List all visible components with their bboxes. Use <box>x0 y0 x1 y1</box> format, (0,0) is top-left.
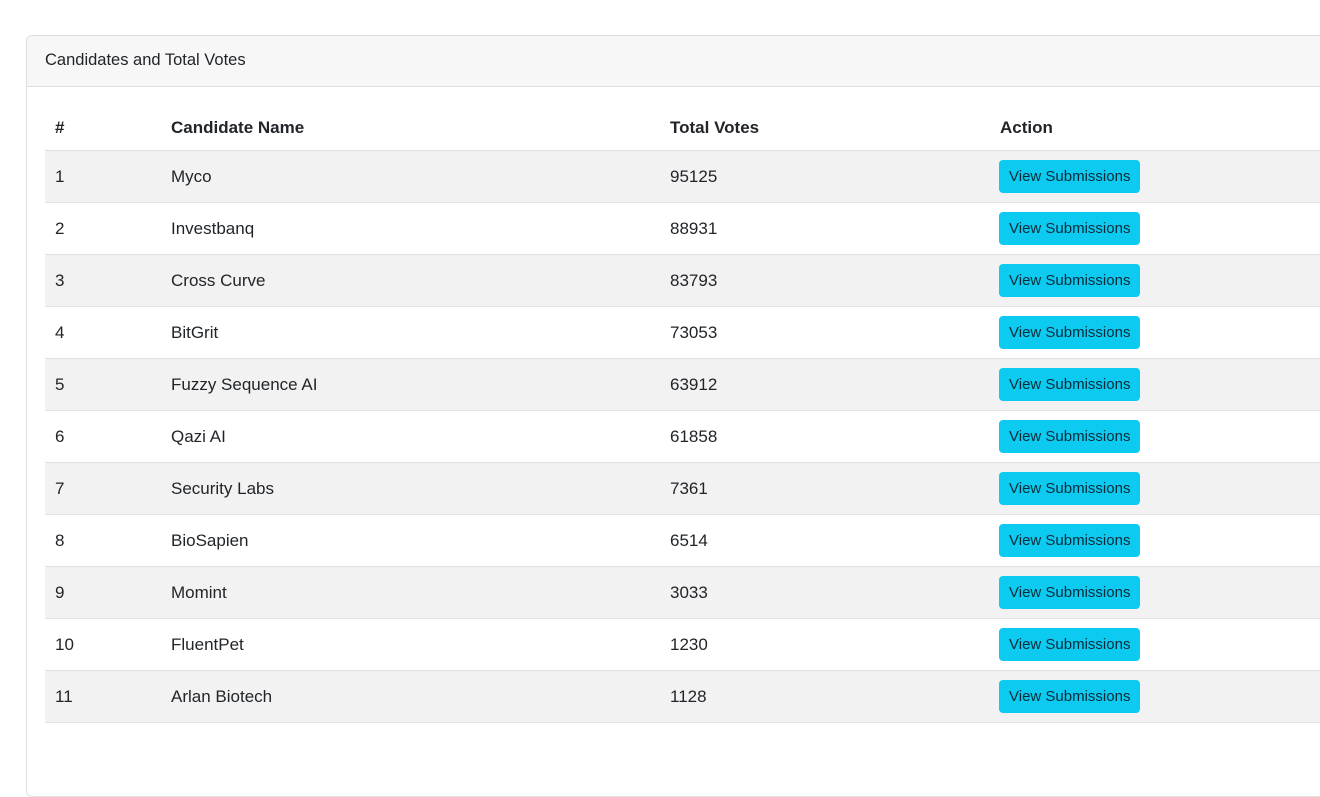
action-cell: View Submissions <box>990 358 1320 411</box>
table-row: 5 Fuzzy Sequence AI 63912 View Submissions <box>45 358 1320 411</box>
total-votes-cell: 73053 <box>660 306 990 359</box>
candidate-name-cell: Momint <box>161 566 660 619</box>
header-total-votes: Total Votes <box>660 105 990 151</box>
rank-cell: 11 <box>45 670 161 723</box>
rank-cell: 8 <box>45 514 161 567</box>
header-candidate-name: Candidate Name <box>161 105 660 151</box>
table-row: 3 Cross Curve 83793 View Submissions <box>45 254 1320 307</box>
rank-cell: 5 <box>45 358 161 411</box>
action-cell: View Submissions <box>990 670 1320 723</box>
table-row: 6 Qazi AI 61858 View Submissions <box>45 410 1320 463</box>
rank-cell: 7 <box>45 462 161 515</box>
table-row: 7 Security Labs 7361 View Submissions <box>45 462 1320 515</box>
rank-cell: 10 <box>45 618 161 671</box>
action-cell: View Submissions <box>990 462 1320 515</box>
candidate-name-cell: Qazi AI <box>161 410 660 463</box>
candidate-name-cell: Myco <box>161 150 660 203</box>
total-votes-cell: 3033 <box>660 566 990 619</box>
view-submissions-button[interactable]: View Submissions <box>999 160 1141 193</box>
candidate-name-cell: Arlan Biotech <box>161 670 660 723</box>
view-submissions-button[interactable]: View Submissions <box>999 368 1141 401</box>
candidate-name-cell: Investbanq <box>161 202 660 255</box>
table-row: 10 FluentPet 1230 View Submissions <box>45 618 1320 671</box>
rank-cell: 2 <box>45 202 161 255</box>
total-votes-cell: 7361 <box>660 462 990 515</box>
view-submissions-button[interactable]: View Submissions <box>999 420 1141 453</box>
action-cell: View Submissions <box>990 618 1320 671</box>
rank-cell: 1 <box>45 150 161 203</box>
table-row: 4 BitGrit 73053 View Submissions <box>45 306 1320 359</box>
candidates-card: Candidates and Total Votes # Candidate N… <box>26 35 1320 797</box>
total-votes-cell: 95125 <box>660 150 990 203</box>
card-title: Candidates and Total Votes <box>27 36 1320 87</box>
view-submissions-button[interactable]: View Submissions <box>999 628 1141 661</box>
total-votes-cell: 83793 <box>660 254 990 307</box>
header-rank: # <box>45 105 161 151</box>
table-row: 11 Arlan Biotech 1128 View Submissions <box>45 670 1320 723</box>
view-submissions-button[interactable]: View Submissions <box>999 472 1141 505</box>
action-cell: View Submissions <box>990 514 1320 567</box>
candidate-name-cell: Fuzzy Sequence AI <box>161 358 660 411</box>
table-row: 2 Investbanq 88931 View Submissions <box>45 202 1320 255</box>
view-submissions-button[interactable]: View Submissions <box>999 264 1141 297</box>
table-row: 1 Myco 95125 View Submissions <box>45 150 1320 203</box>
action-cell: View Submissions <box>990 254 1320 307</box>
header-action: Action <box>990 105 1320 151</box>
action-cell: View Submissions <box>990 566 1320 619</box>
total-votes-cell: 63912 <box>660 358 990 411</box>
candidate-name-cell: Security Labs <box>161 462 660 515</box>
candidate-name-cell: BitGrit <box>161 306 660 359</box>
table-row: 8 BioSapien 6514 View Submissions <box>45 514 1320 567</box>
action-cell: View Submissions <box>990 150 1320 203</box>
action-cell: View Submissions <box>990 202 1320 255</box>
rank-cell: 3 <box>45 254 161 307</box>
total-votes-cell: 1230 <box>660 618 990 671</box>
rank-cell: 4 <box>45 306 161 359</box>
table-row: 9 Momint 3033 View Submissions <box>45 566 1320 619</box>
action-cell: View Submissions <box>990 306 1320 359</box>
rank-cell: 6 <box>45 410 161 463</box>
candidate-name-cell: Cross Curve <box>161 254 660 307</box>
view-submissions-button[interactable]: View Submissions <box>999 576 1141 609</box>
candidate-name-cell: BioSapien <box>161 514 660 567</box>
table-header-row: # Candidate Name Total Votes Action <box>45 105 1320 151</box>
view-submissions-button[interactable]: View Submissions <box>999 316 1141 349</box>
total-votes-cell: 6514 <box>660 514 990 567</box>
candidates-table: # Candidate Name Total Votes Action 1 Myc… <box>45 105 1320 723</box>
total-votes-cell: 1128 <box>660 670 990 723</box>
total-votes-cell: 88931 <box>660 202 990 255</box>
view-submissions-button[interactable]: View Submissions <box>999 212 1141 245</box>
view-submissions-button[interactable]: View Submissions <box>999 680 1141 713</box>
action-cell: View Submissions <box>990 410 1320 463</box>
candidate-name-cell: FluentPet <box>161 618 660 671</box>
view-submissions-button[interactable]: View Submissions <box>999 524 1141 557</box>
total-votes-cell: 61858 <box>660 410 990 463</box>
rank-cell: 9 <box>45 566 161 619</box>
